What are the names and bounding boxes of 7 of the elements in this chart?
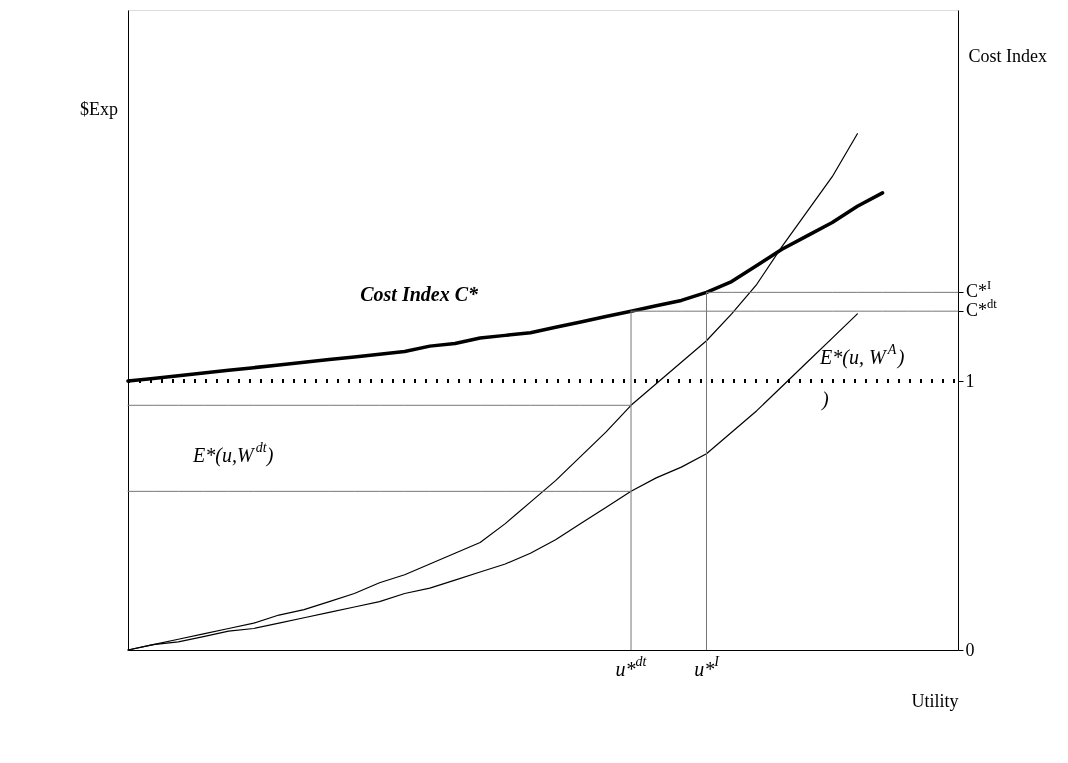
y-tick-label: 0 — [965, 639, 975, 660]
text: $Exp — [80, 99, 118, 119]
x-axis-title: Utility — [911, 690, 959, 711]
y-axis-title: Cost Index — [968, 45, 1047, 66]
annotation: ) — [821, 388, 829, 411]
annotation: Cost Index C* — [360, 283, 480, 305]
y-tick-label: 1 — [965, 370, 975, 391]
